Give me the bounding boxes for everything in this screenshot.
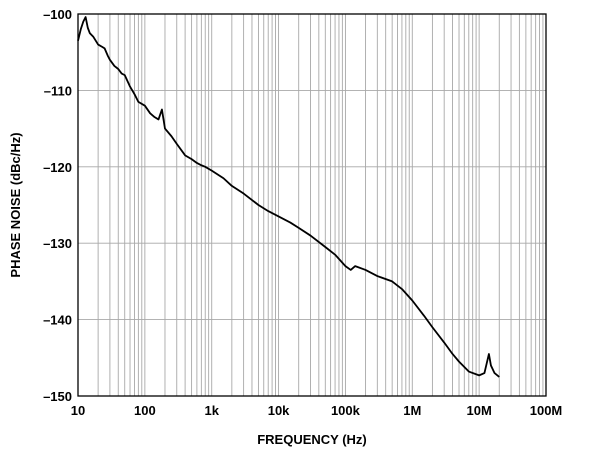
x-tick-label: 10k — [268, 403, 290, 418]
phase-noise-line — [77, 16, 500, 378]
y-tick-label: –120 — [43, 160, 72, 175]
x-tick-label: 1M — [403, 403, 421, 418]
y-tick-label: –140 — [43, 313, 72, 328]
y-tick-label: –100 — [43, 7, 72, 22]
x-tick-label: 100 — [134, 403, 156, 418]
y-tick-label: –110 — [44, 83, 72, 98]
x-axis-ticks: 10 100 1k 10k 100k 1M 10M 100M — [71, 403, 563, 418]
x-tick-label: 10 — [71, 403, 85, 418]
y-axis-title: PHASE NOISE (dBc/Hz) — [8, 132, 23, 277]
plot-frame — [77, 13, 547, 397]
x-tick-label: 100M — [530, 403, 563, 418]
x-tick-label: 100k — [331, 403, 361, 418]
grid — [77, 13, 546, 397]
y-tick-label: –130 — [43, 236, 72, 251]
y-tick-label: –150 — [43, 389, 72, 404]
x-axis-title: FREQUENCY (Hz) — [257, 432, 367, 447]
series-group — [77, 16, 500, 378]
x-tick-label: 10M — [466, 403, 491, 418]
x-tick-label: 1k — [204, 403, 219, 418]
y-axis-ticks: –100 –110 –120 –130 –140 –150 — [43, 7, 72, 404]
